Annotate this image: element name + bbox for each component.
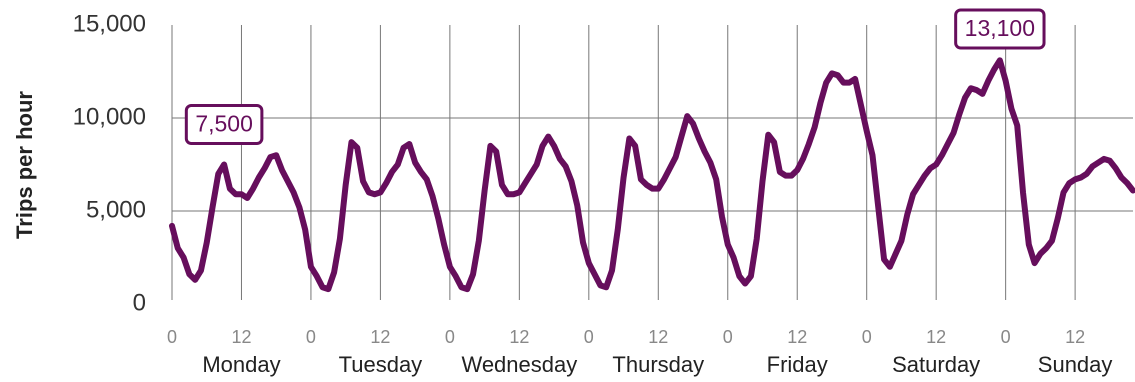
- x-tick-label: 12: [231, 327, 251, 347]
- day-label: Tuesday: [339, 352, 423, 377]
- y-axis-title: Trips per hour: [12, 91, 37, 239]
- annotation-label: 7,500: [195, 111, 253, 137]
- x-tick-label: 12: [648, 327, 668, 347]
- day-label: Wednesday: [461, 352, 577, 377]
- day-label: Thursday: [612, 352, 704, 377]
- x-tick-label: 12: [509, 327, 529, 347]
- x-tick-label: 0: [167, 327, 177, 347]
- x-tick-label: 0: [445, 327, 455, 347]
- day-label: Saturday: [892, 352, 980, 377]
- x-tick-label: 0: [584, 327, 594, 347]
- annotation-box: [184, 104, 264, 145]
- day-label: Friday: [767, 352, 828, 377]
- x-tick-label: 12: [926, 327, 946, 347]
- y-tick-label: 15,000: [73, 10, 146, 37]
- x-tick-label: 0: [1001, 327, 1011, 347]
- x-tick-label: 0: [862, 327, 872, 347]
- y-tick-label: 5,000: [86, 196, 146, 223]
- annotation-label: 13,100: [965, 15, 1035, 41]
- annotation: 13,100: [954, 8, 1046, 50]
- annotation-box: [954, 8, 1046, 50]
- day-label: Sunday: [1038, 352, 1113, 377]
- y-tick-label: 0: [133, 289, 146, 316]
- day-label: Monday: [202, 352, 280, 377]
- y-tick-label: 10,000: [73, 103, 146, 130]
- x-tick-label: 0: [723, 327, 733, 347]
- x-tick-label: 0: [306, 327, 316, 347]
- x-tick-label: 12: [1065, 327, 1085, 347]
- line: [169, 57, 1135, 293]
- x-tick-label: 12: [787, 327, 807, 347]
- x-tick-label: 12: [370, 327, 390, 347]
- annotation: 7,500: [184, 104, 264, 145]
